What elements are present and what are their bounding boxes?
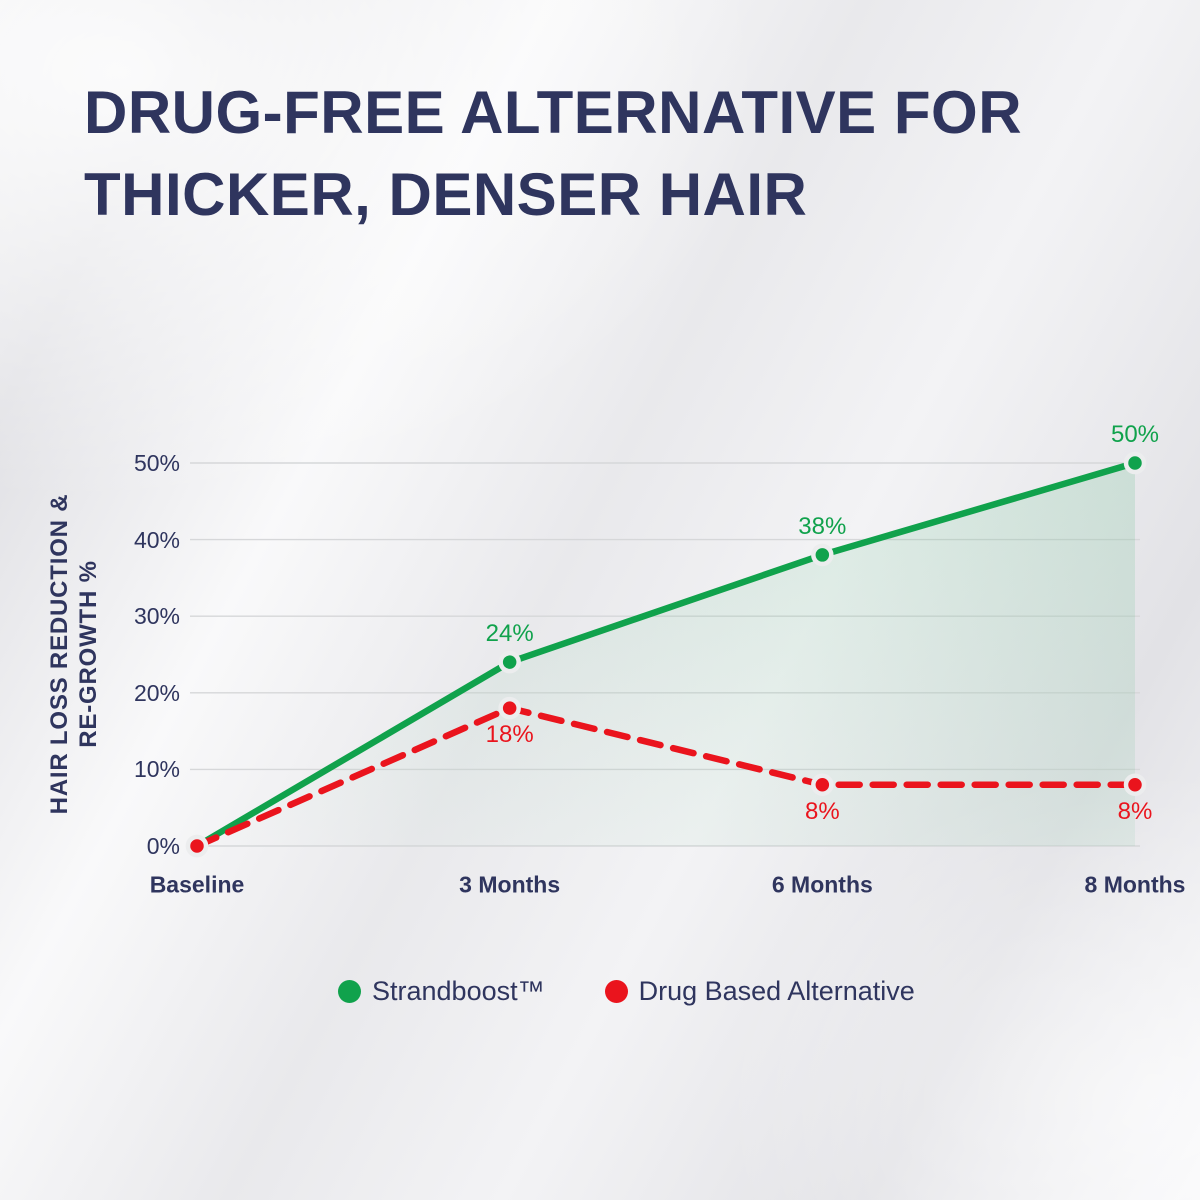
- y-tick-label: 50%: [133, 450, 180, 476]
- series-line-dashed: [193, 704, 1139, 850]
- drug-based-dot-icon: [604, 980, 628, 1003]
- y-axis-title-line2: RE-GROWTH %: [75, 560, 102, 748]
- data-point-marker: [185, 834, 209, 858]
- y-tick-label: 20%: [133, 679, 180, 706]
- y-tick-label: 30%: [133, 603, 180, 630]
- value-label: 8%: [804, 797, 840, 825]
- data-point-marker: [1123, 773, 1147, 796]
- legend-label-strandboost: Strandboost™: [372, 976, 545, 1006]
- y-tick-label: 10%: [133, 756, 180, 783]
- data-point-marker: [811, 543, 834, 567]
- data-point-marker: [811, 773, 834, 796]
- legend-item-strandboost: Strandboost™: [338, 976, 545, 1007]
- data-point-marker: [498, 650, 521, 674]
- page-title: DRUG-FREE ALTERNATIVE FOR THICKER, DENSE…: [84, 72, 1144, 236]
- value-label: 50%: [1110, 421, 1160, 448]
- series-lines: [193, 459, 1139, 850]
- page-title-line1: DRUG-FREE ALTERNATIVE FOR: [84, 79, 1023, 146]
- y-axis-title: HAIR LOSS REDUCTION & RE-GROWTH %: [45, 442, 103, 866]
- series-markers: [185, 451, 1147, 858]
- value-label: 24%: [485, 620, 534, 648]
- x-tick-label: 8 Months: [1084, 871, 1186, 898]
- value-label: 18%: [485, 721, 534, 749]
- chart-legend: Strandboost™ Drug Based Alternative: [338, 976, 915, 1007]
- legend-label-drug-based: Drug Based Alternative: [638, 976, 915, 1006]
- y-axis-title-line1: HAIR LOSS REDUCTION &: [46, 493, 73, 815]
- legend-item-drug-based: Drug Based Alternative: [604, 976, 915, 1007]
- x-tick-label: 3 Months: [459, 871, 561, 898]
- value-label: 38%: [798, 512, 847, 540]
- strandboost-dot-icon: [338, 980, 361, 1003]
- data-point-marker: [498, 696, 521, 720]
- x-tick-label: 6 Months: [771, 871, 873, 898]
- data-point-marker: [1123, 451, 1147, 475]
- x-tick-label: Baseline: [149, 871, 245, 898]
- page-title-line2: THICKER, DENSER HAIR: [84, 161, 808, 228]
- y-tick-label: 0%: [146, 833, 180, 859]
- y-tick-label: 40%: [133, 526, 180, 553]
- area-under-line: [197, 463, 1135, 846]
- area-fill: [197, 463, 1135, 846]
- value-label: 8%: [1117, 797, 1153, 825]
- series-line-solid: [193, 459, 1139, 850]
